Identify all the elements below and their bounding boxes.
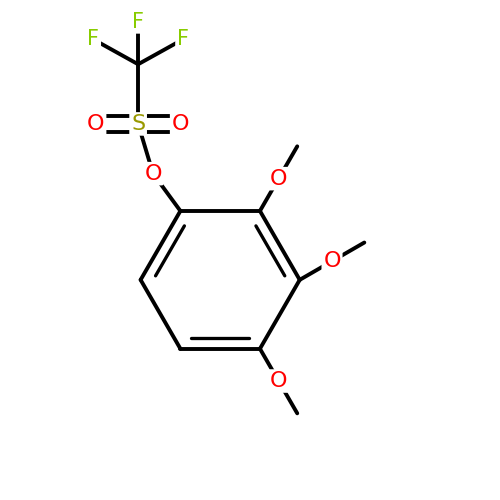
Text: O: O <box>270 371 287 391</box>
Text: F: F <box>88 30 100 50</box>
Text: F: F <box>177 30 189 50</box>
Text: O: O <box>324 251 341 271</box>
Text: O: O <box>144 164 162 184</box>
Text: S: S <box>131 114 145 134</box>
Text: O: O <box>270 168 287 188</box>
Text: F: F <box>132 12 144 32</box>
Text: O: O <box>172 114 189 134</box>
Text: O: O <box>87 114 104 134</box>
